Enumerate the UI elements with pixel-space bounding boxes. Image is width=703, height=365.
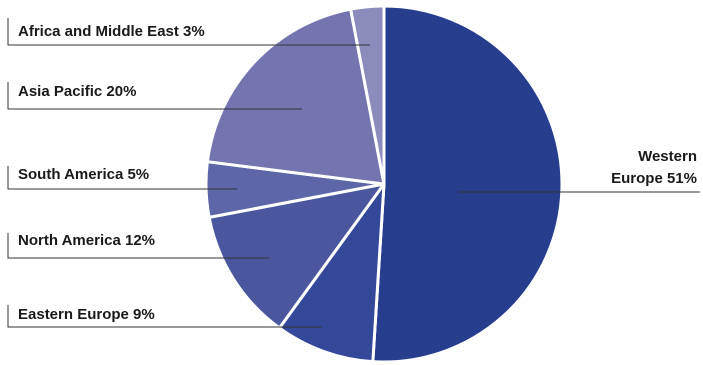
slice-labels: Western Europe 51% Eastern Europe 9% North … (18, 23, 697, 323)
leader-line-south-america (7, 166, 237, 190)
slice-label-asia-pacific: Asia Pacific 20% (18, 83, 136, 100)
slice-label-africa-and-middle-east: Africa and Middle East 3% (18, 23, 205, 40)
leader-line-africa-and-middle-east (7, 18, 370, 46)
slice-label-north-america: North America 12% (18, 232, 155, 249)
pie-slice-africa-and-middle-east (349, 4, 386, 186)
slice-label-eastern-europe: Eastern Europe 9% (18, 306, 155, 323)
slice-label-western-europe: Western Europe 51% (611, 148, 697, 187)
leader-line-asia-pacific (7, 82, 302, 110)
pie-slice-eastern-europe (277, 182, 386, 364)
slice-label-south-america: South America 5% (18, 166, 149, 183)
leader-line-north-america (7, 233, 269, 259)
pie-slice-north-america (207, 182, 386, 330)
pie-slice-western-europe (371, 4, 564, 364)
pie-slices (204, 4, 564, 364)
leader-lines (7, 18, 700, 328)
pie-slice-asia-pacific (205, 7, 386, 186)
leader-line-eastern-europe (7, 305, 322, 328)
